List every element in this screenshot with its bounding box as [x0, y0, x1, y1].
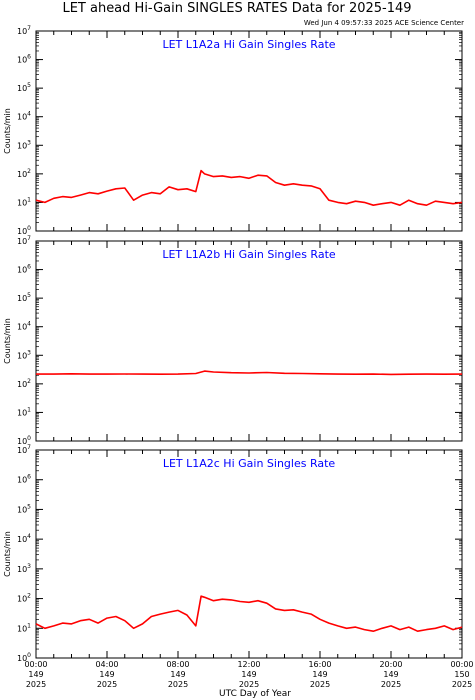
y-tick-exponent: 4	[27, 533, 31, 540]
plot-frame	[35, 449, 463, 659]
y-tick-exponent: 0	[27, 225, 31, 232]
y-tick-exponent: 3	[27, 139, 31, 146]
panel-title: LET L1A2a Hi Gain Singles Rate	[162, 38, 335, 51]
y-tick-label: 100	[17, 225, 31, 236]
x-tick-label: 2025	[381, 680, 401, 689]
y-tick-exponent: 7	[27, 25, 31, 32]
y-tick-exponent: 1	[27, 622, 31, 629]
y-tick-exponent: 6	[27, 54, 31, 61]
x-tick-label: 2025	[26, 680, 46, 689]
y-tick-label: 103	[17, 349, 31, 360]
y-tick-label: 102	[17, 378, 31, 389]
y-tick-exponent: 1	[27, 196, 31, 203]
series-line	[36, 370, 463, 376]
x-tick-label: 149	[28, 670, 43, 679]
series-line	[35, 595, 463, 633]
panel-title: LET L1A2b Hi Gain Singles Rate	[162, 248, 336, 261]
plot-frame	[35, 30, 463, 232]
y-tick-label: 107	[17, 444, 31, 455]
y-tick-label: 104	[17, 321, 31, 332]
y-tick-exponent: 2	[27, 593, 31, 600]
y-tick-label: 107	[17, 25, 31, 36]
y-tick-label: 102	[17, 593, 31, 604]
y-tick-label: 103	[17, 139, 31, 150]
y-tick-label: 101	[17, 622, 31, 633]
y-tick-label: 103	[17, 563, 31, 574]
y-tick-exponent: 4	[27, 321, 31, 328]
y-tick-exponent: 0	[27, 435, 31, 442]
x-tick-label: 00:00	[450, 660, 473, 669]
x-tick-label: 16:00	[308, 660, 331, 669]
y-axis-label: Counts/min	[3, 318, 12, 364]
y-tick-exponent: 3	[27, 563, 31, 570]
y-tick-exponent: 2	[27, 168, 31, 175]
y-tick-label: 102	[17, 168, 31, 179]
y-tick-exponent: 5	[27, 503, 31, 510]
y-tick-exponent: 6	[27, 264, 31, 271]
y-axis-label: Counts/min	[3, 531, 12, 577]
y-tick-label: 105	[17, 82, 31, 93]
x-tick-label: 149	[312, 670, 327, 679]
y-tick-exponent: 3	[27, 349, 31, 356]
y-tick-label: 106	[17, 474, 31, 485]
y-tick-label: 100	[17, 652, 31, 663]
y-tick-exponent: 6	[27, 474, 31, 481]
y-tick-label: 104	[17, 111, 31, 122]
timestamp: Wed Jun 4 09:57:33 2025 ACE Science Cent…	[304, 19, 464, 27]
x-tick-label: 12:00	[237, 660, 260, 669]
x-tick-label: 2025	[310, 680, 330, 689]
x-axis-label: UTC Day of Year	[219, 689, 291, 699]
x-tick-label: 20:00	[379, 660, 402, 669]
y-tick-label: 100	[17, 435, 31, 446]
page-title: LET ahead Hi-Gain SINGLES RATES Data for…	[62, 1, 411, 16]
y-tick-exponent: 4	[27, 111, 31, 118]
x-tick-label: 08:00	[166, 660, 189, 669]
x-tick-label: 149	[170, 670, 185, 679]
x-tick-label: 2025	[97, 680, 117, 689]
y-axis-label: Counts/min	[3, 108, 12, 154]
x-tick-label: 2025	[452, 680, 472, 689]
y-tick-label: 105	[17, 503, 31, 514]
y-tick-label: 101	[17, 196, 31, 207]
x-tick-label: 04:00	[95, 660, 118, 669]
y-tick-exponent: 5	[27, 82, 31, 89]
panel-title: LET L1A2c Hi Gain Singles Rate	[163, 457, 336, 470]
y-tick-exponent: 5	[27, 292, 31, 299]
y-tick-label: 101	[17, 406, 31, 417]
y-tick-label: 107	[17, 235, 31, 246]
x-tick-label: 149	[383, 670, 398, 679]
y-tick-exponent: 0	[27, 652, 31, 659]
x-tick-label: 00:00	[24, 660, 47, 669]
y-tick-label: 106	[17, 54, 31, 65]
plot-frame	[35, 240, 463, 442]
y-tick-exponent: 7	[27, 235, 31, 242]
x-tick-label: 149	[241, 670, 256, 679]
y-tick-exponent: 7	[27, 444, 31, 451]
y-tick-label: 105	[17, 292, 31, 303]
y-tick-label: 106	[17, 264, 31, 275]
x-tick-label: 149	[99, 670, 114, 679]
series-line	[35, 169, 463, 206]
y-tick-exponent: 1	[27, 406, 31, 413]
y-tick-label: 104	[17, 533, 31, 544]
x-tick-label: 150	[454, 670, 469, 679]
x-tick-label: 2025	[168, 680, 188, 689]
x-tick-label: 2025	[239, 680, 259, 689]
y-tick-exponent: 2	[27, 378, 31, 385]
